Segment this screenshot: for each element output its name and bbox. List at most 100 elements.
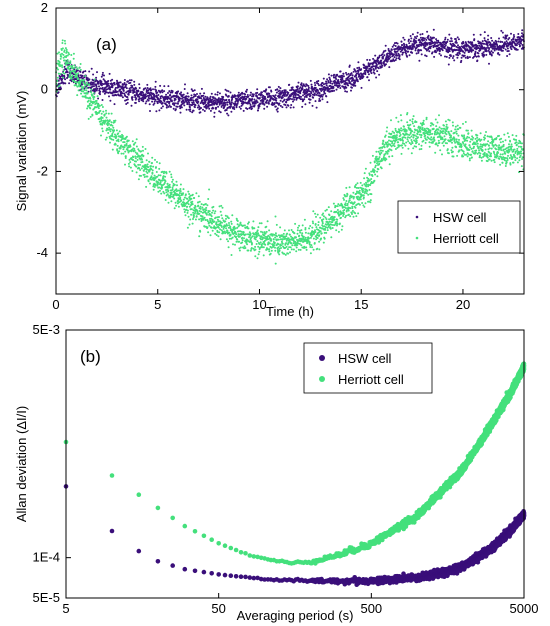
panel-a-point: [480, 156, 483, 159]
panel-a-point: [214, 93, 217, 96]
panel-a-point: [286, 248, 289, 251]
panel-a-point: [318, 234, 321, 237]
panel-a-point: [102, 78, 105, 81]
panel-a-point: [289, 251, 291, 254]
panel-a-point: [108, 126, 111, 129]
panel-a-point: [252, 93, 255, 96]
panel-a-point: [212, 97, 215, 99]
panel-a-point: [109, 88, 112, 91]
panel-a-point: [200, 210, 203, 213]
panel-a-point: [410, 37, 413, 40]
panel-a-point: [124, 85, 127, 88]
panel-a-point: [386, 60, 389, 63]
panel-a-point: [210, 226, 213, 229]
panel-a-point: [377, 59, 380, 62]
panel-a-point: [281, 96, 284, 99]
panel-a-point: [383, 54, 386, 57]
panel-a-point: [309, 225, 312, 227]
panel-a-point: [146, 172, 149, 174]
panel-a-point: [180, 199, 183, 202]
panel-a-point: [76, 94, 79, 97]
panel-a-point: [156, 91, 159, 94]
panel-a-point: [69, 73, 72, 76]
panel-a-point: [89, 97, 92, 100]
panel-a-point: [174, 108, 177, 111]
panel-a-point: [469, 140, 472, 143]
panel-a-point: [322, 83, 325, 86]
panel-a-point: [262, 99, 265, 102]
panel-a-point: [407, 136, 409, 139]
panel-a-point: [159, 84, 162, 87]
panel-a-point: [256, 88, 259, 91]
panel-a-point: [470, 153, 473, 156]
panel-a-point: [464, 49, 467, 52]
panel-a-point: [311, 246, 314, 249]
panel-a-point: [83, 89, 86, 92]
panel-a-point: [403, 142, 406, 145]
panel-a-point: [230, 110, 233, 113]
panel-a-point: [268, 229, 271, 232]
panel-a-point: [421, 127, 424, 129]
panel-a-point: [314, 229, 316, 232]
panel-a-point: [261, 231, 264, 234]
panel-a-point: [126, 98, 129, 101]
panel-a-point: [227, 217, 230, 220]
panel-a-point: [82, 70, 85, 73]
panel-a-point: [463, 134, 466, 137]
panel-a-point: [378, 54, 381, 57]
panel-a-point: [387, 150, 390, 153]
panel-a-point: [171, 180, 174, 183]
panel-a-point: [402, 36, 405, 39]
panel-a-point: [352, 215, 355, 218]
panel-a-point: [401, 44, 404, 46]
panel-a-point: [441, 138, 444, 141]
panel-a-point: [208, 210, 211, 213]
panel-a-point: [452, 124, 454, 127]
panel-a-point: [173, 104, 176, 107]
panel-a-point: [141, 158, 143, 161]
panel-a-point: [470, 147, 473, 150]
panel-a-point: [395, 134, 398, 137]
panel-a-point: [151, 100, 154, 103]
panel-a-point: [268, 242, 271, 245]
panel-a-point: [215, 223, 218, 226]
panel-a-point: [100, 112, 103, 115]
panel-a-point: [134, 157, 137, 160]
panel-a-point: [227, 114, 230, 117]
panel-a-point: [499, 40, 502, 43]
panel-a-point: [394, 129, 397, 132]
panel-a-point: [94, 89, 96, 92]
panel-a-point: [409, 35, 412, 37]
panel-a-point: [135, 97, 138, 100]
panel-a-point: [450, 37, 453, 40]
panel-a-point: [464, 48, 467, 51]
panel-a-point: [444, 38, 447, 41]
panel-a-point: [486, 44, 489, 47]
panel-a-point: [329, 84, 332, 87]
panel-a-point: [362, 194, 365, 197]
panel-a-point: [153, 100, 156, 103]
panel-a-point: [397, 120, 400, 123]
panel-a-point: [324, 92, 327, 95]
panel-a-point: [155, 110, 158, 113]
panel-a-point: [189, 110, 192, 113]
panel-a-point: [313, 81, 316, 84]
panel-a-point: [353, 196, 355, 198]
panel-a-point: [176, 184, 178, 187]
panel-a-point: [242, 109, 245, 112]
panel-a-point: [119, 81, 122, 84]
panel-a-point: [209, 109, 212, 112]
panel-a-point: [309, 79, 312, 82]
panel-a-point: [161, 186, 164, 189]
panel-a-point: [425, 55, 428, 58]
panel-a-point: [300, 95, 302, 98]
panel-a-point: [312, 90, 315, 93]
panel-a-point: [188, 106, 191, 109]
panel-a-point: [471, 150, 474, 153]
panel-a-point: [354, 212, 357, 215]
panel-a-point: [408, 136, 411, 139]
panel-a-point: [177, 205, 180, 208]
panel-a-point: [119, 147, 122, 150]
panel-a-point: [484, 137, 486, 140]
panel-a-point: [218, 216, 220, 218]
